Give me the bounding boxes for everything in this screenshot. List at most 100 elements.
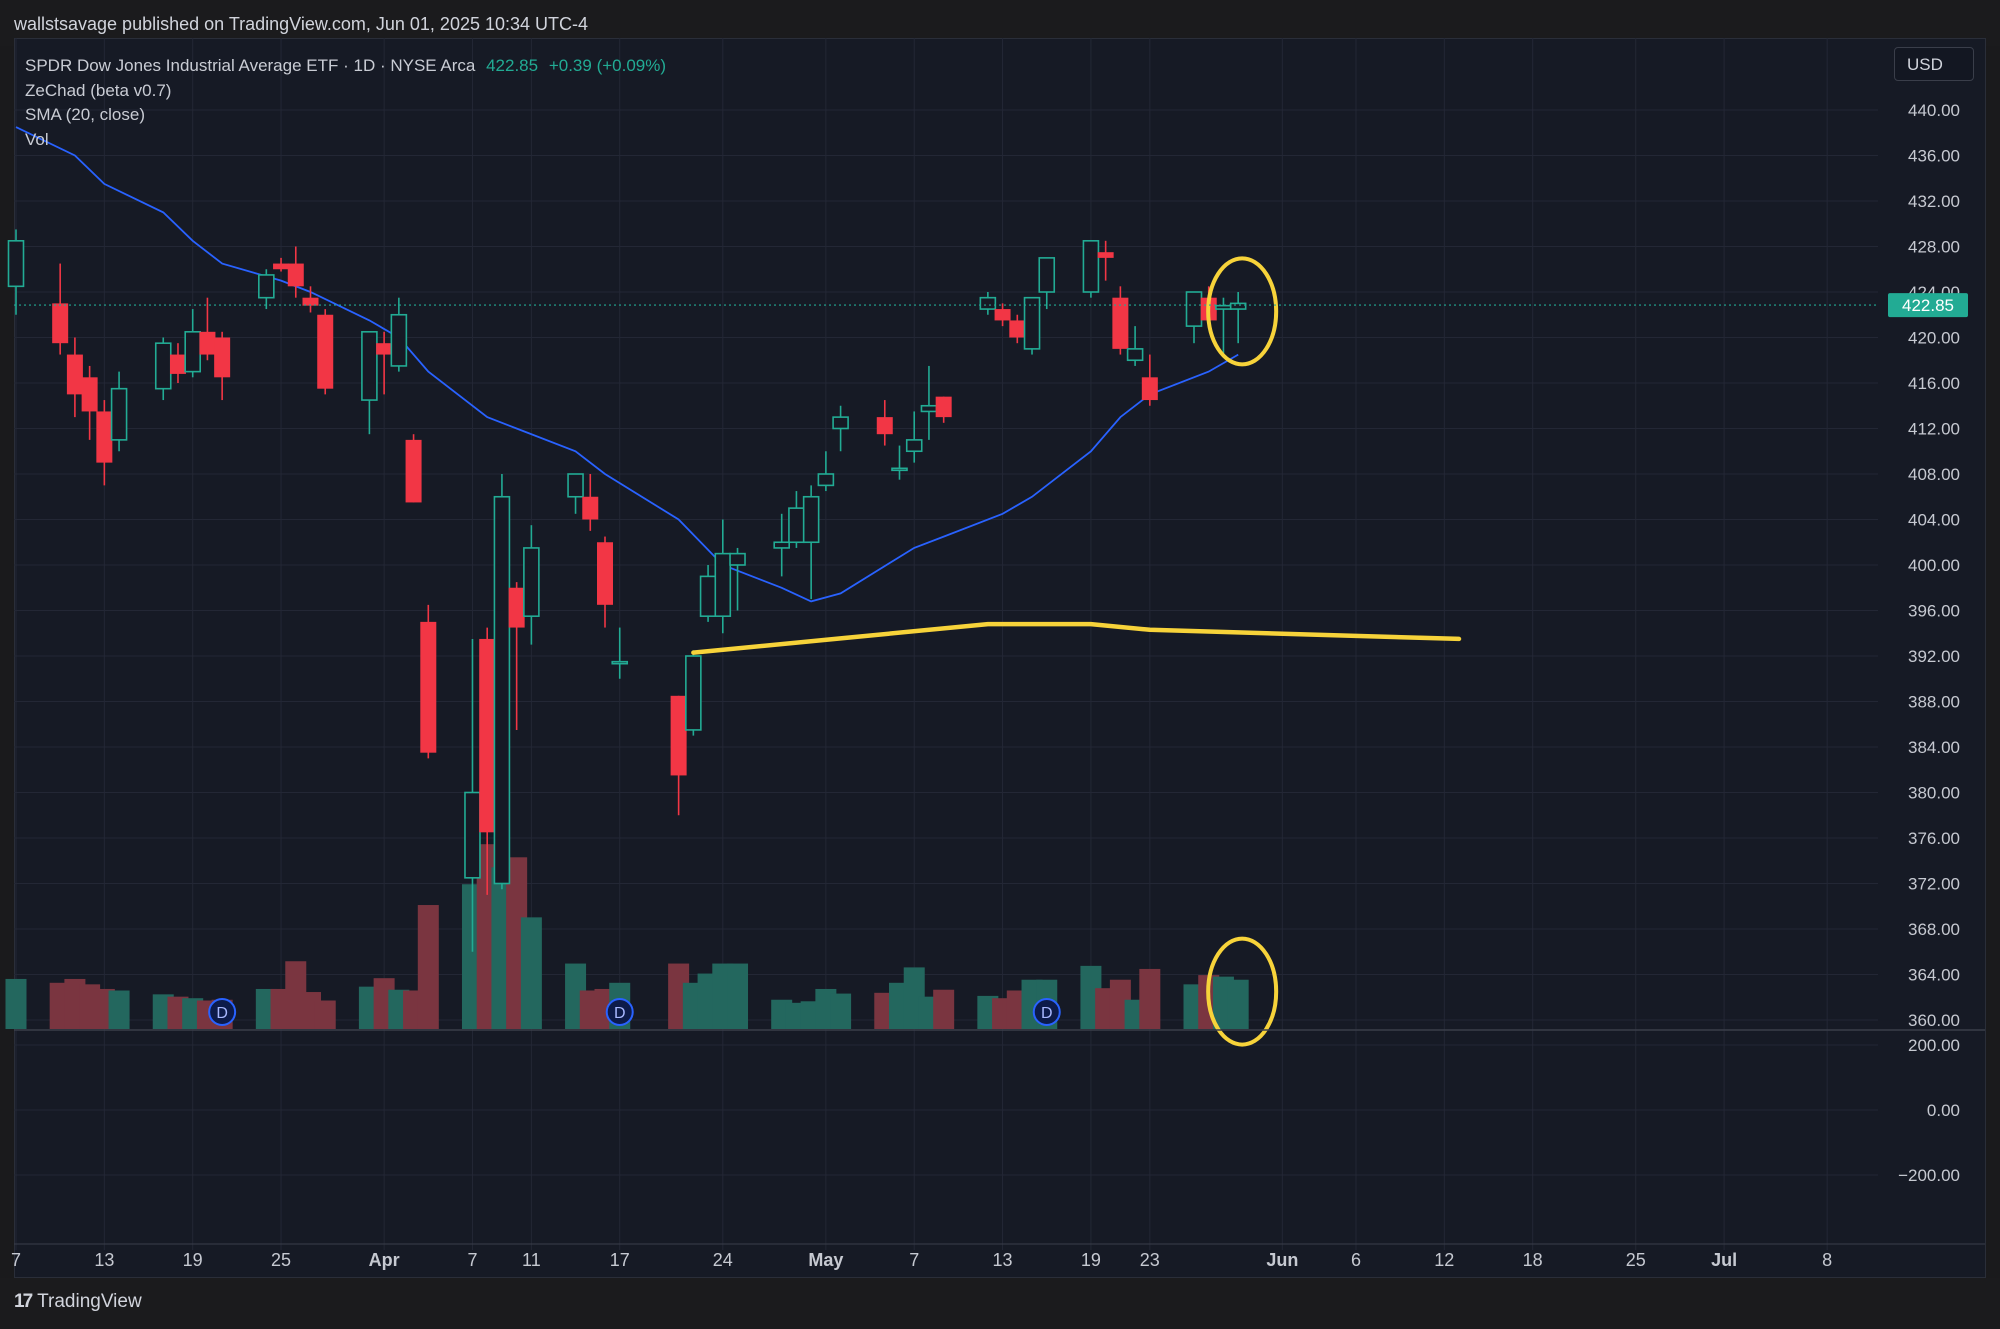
candle-body [273, 263, 290, 270]
x-tick-label: 13 [94, 1250, 114, 1270]
candle-body [611, 660, 629, 665]
price-change: +0.39 (+0.09%) [548, 56, 667, 75]
annotation-circle [1206, 256, 1279, 367]
chart-panel[interactable] [14, 38, 1986, 1278]
x-tick-label: 6 [1351, 1250, 1361, 1270]
candle [832, 405, 849, 452]
candle-body [1009, 320, 1026, 338]
volume-bar [5, 978, 27, 1029]
candle-body [96, 411, 113, 463]
candle-body [935, 396, 952, 418]
price-tick-label: 360.00 [1908, 1011, 1960, 1030]
dividend-marker-icon [208, 998, 237, 1026]
candle [611, 627, 629, 679]
indicator-sma[interactable]: SMA (20, close) [25, 105, 145, 124]
candle-body [1215, 304, 1232, 310]
candle [729, 547, 746, 611]
candle [1097, 240, 1114, 281]
x-tick-label: 17 [610, 1250, 630, 1270]
x-tick-label: 24 [713, 1250, 733, 1270]
price-tick-label: 404.00 [1908, 511, 1960, 530]
candle [773, 513, 791, 577]
candle [96, 400, 113, 486]
candle-body [685, 655, 702, 731]
x-tick-label: May [808, 1250, 843, 1270]
candle-body [729, 552, 746, 566]
legend-symbol-row[interactable]: SPDR Dow Jones Industrial Average ETF · … [25, 54, 666, 79]
candle-body [508, 587, 525, 628]
indicator-volume[interactable]: Vol [25, 129, 49, 149]
candle-body [184, 331, 201, 373]
candle-body [493, 495, 511, 885]
volume-bar [1139, 968, 1161, 1029]
currency-button[interactable]: USD [1894, 47, 1974, 81]
candle [1185, 291, 1203, 344]
candle-body [523, 547, 540, 617]
annotations [691, 256, 1462, 1047]
candle [994, 303, 1011, 327]
volume-bar [108, 990, 130, 1029]
candle [891, 445, 908, 480]
candle [597, 536, 613, 628]
indicator-zechad[interactable]: ZeChad (beta v0.7) [25, 80, 172, 100]
candle-body [1097, 252, 1114, 258]
price-tick-label: 416.00 [1908, 374, 1960, 393]
candle [876, 400, 893, 446]
x-tick-label: Jun [1266, 1250, 1298, 1270]
candle-body [464, 791, 481, 879]
candle [169, 343, 186, 383]
candle [1023, 296, 1041, 355]
candle [184, 309, 201, 378]
tradingview-logo[interactable]: 17 TradingView [14, 1291, 142, 1313]
candle [1038, 257, 1056, 310]
candle-body [110, 387, 128, 441]
price-tick-label: 388.00 [1908, 693, 1960, 712]
volume-bar [727, 963, 749, 1029]
candle-body [1112, 297, 1129, 349]
candle [670, 695, 687, 816]
price-tick-label: 396.00 [1908, 602, 1960, 621]
x-tick-label: Apr [369, 1250, 400, 1270]
candle-body [891, 467, 908, 472]
candle-body [994, 309, 1011, 321]
candle-body [567, 473, 584, 498]
indicator-tick-label: −200.00 [1898, 1166, 1960, 1185]
price-tick-label: 420.00 [1908, 329, 1960, 348]
candle-body [258, 274, 275, 299]
candle-body [699, 575, 717, 617]
candle [52, 263, 69, 355]
candle [1126, 326, 1144, 366]
chart-legend: SPDR Dow Jones Industrial Average ETF · … [25, 54, 666, 152]
price-tick-label: 376.00 [1908, 829, 1960, 848]
published-caption: wallstsavage published on TradingView.co… [14, 14, 589, 34]
candle-body [7, 240, 25, 288]
candle [7, 229, 25, 315]
volume-bar [314, 1000, 336, 1029]
annotation-line [691, 621, 1462, 655]
candle-body [199, 331, 216, 355]
candle-body [1126, 348, 1144, 362]
candle [493, 474, 511, 890]
price-tick-label: 412.00 [1908, 420, 1960, 439]
sma-polyline [15, 126, 1239, 603]
candle [523, 525, 540, 645]
dividend-marker-icon [605, 998, 634, 1026]
price-tick-label: 392.00 [1908, 647, 1960, 666]
candle [1112, 286, 1129, 355]
candles [7, 229, 1247, 952]
x-tick-label: 25 [1626, 1250, 1646, 1270]
candle [1141, 354, 1158, 406]
candle [199, 297, 216, 361]
candle-body [420, 621, 437, 753]
candle-body [773, 541, 791, 549]
candle-body [1229, 302, 1247, 310]
candle-body [832, 416, 849, 430]
price-tick-label: 380.00 [1908, 784, 1960, 803]
candle-body [66, 354, 83, 395]
candle [214, 331, 231, 401]
candle [817, 451, 835, 492]
candle [567, 473, 584, 514]
candle-body [1023, 296, 1041, 350]
